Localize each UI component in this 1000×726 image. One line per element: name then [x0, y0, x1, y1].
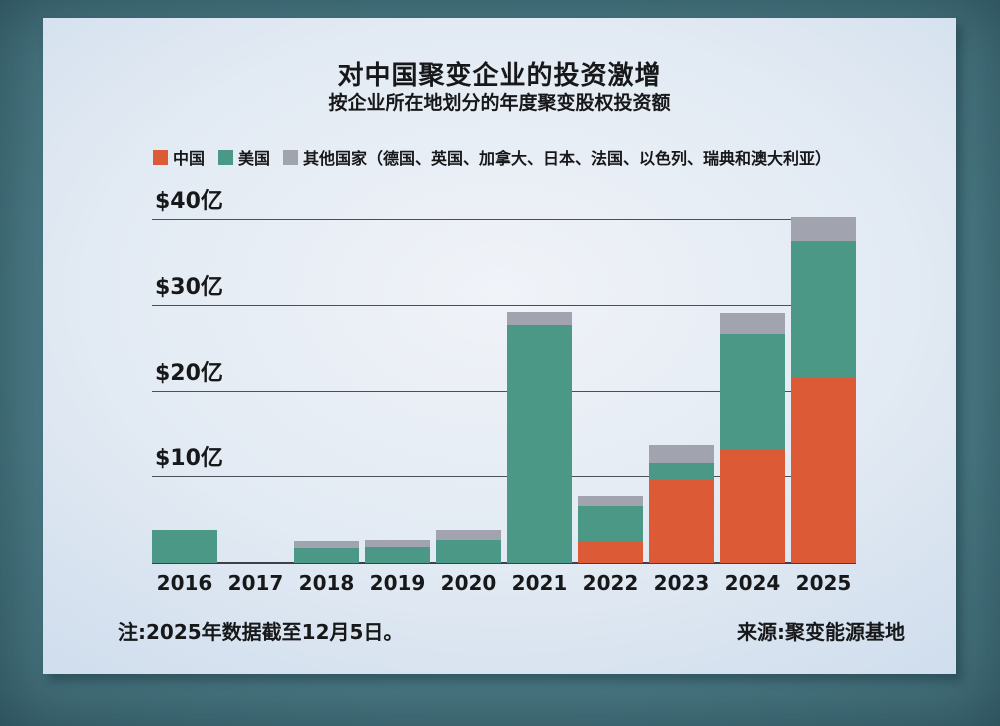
bar-segment-china-2022 [578, 541, 643, 563]
bar-segment-other-2024 [720, 312, 785, 335]
legend-swatch-china [153, 149, 168, 165]
chart-subtitle: 按企业所在地划分的年度聚变股权投资额 [328, 92, 671, 114]
bar-segment-usa-2025 [791, 241, 856, 378]
bar-segment-other-2023 [649, 444, 714, 463]
x-axis-labels: 2016 2017 2018 2019 2020 2021 2022 2023 2024 2025 [152, 571, 856, 599]
y-tick-label-20: $20亿 [155, 360, 223, 386]
x-tick-label-2021: 2021 [511, 571, 568, 595]
legend-label-usa: 美国 [238, 149, 271, 168]
bar-segment-other-2025 [791, 217, 856, 242]
chart-card: 对中国聚变企业的投资激增 按企业所在地划分的年度聚变股权投资额 中国 美国 其他国家… [43, 18, 956, 674]
source-attribution: 来源:聚变能源基地 [737, 620, 905, 644]
bar-segment-other-2020 [436, 529, 501, 540]
chart-legend: 中国 美国 其他国家（德国、英国、加拿大、日本、法国、以色列、瑞典和澳大利亚） [153, 145, 831, 169]
y-gridline-10 [152, 476, 856, 478]
bar-segment-other-2018 [294, 540, 359, 548]
x-tick-label-2017: 2017 [227, 571, 284, 595]
bar-2025 [791, 217, 856, 563]
chart-title: 对中国聚变企业的投资激增 [337, 61, 662, 91]
bar-segment-usa-2019 [365, 546, 430, 563]
y-tick-label-30: $30亿 [155, 274, 223, 300]
y-gridline-20 [152, 390, 856, 392]
bar-segment-usa-2022 [578, 506, 643, 542]
x-tick-label-2020: 2020 [440, 571, 497, 595]
bar-segment-usa-2020 [436, 539, 501, 563]
x-tick-label-2024: 2024 [724, 571, 781, 595]
bar-2019 [365, 539, 430, 563]
bar-segment-other-2021 [507, 311, 572, 325]
x-tick-label-2025: 2025 [795, 571, 852, 595]
x-axis-line [152, 562, 856, 564]
x-tick-label-2019: 2019 [369, 571, 426, 595]
bar-2024 [720, 312, 785, 563]
y-gridline-40 [152, 219, 856, 220]
footnote: 注:2025年数据截至12月5日。 [118, 620, 404, 644]
bar-segment-china-2024 [720, 449, 785, 563]
x-tick-label-2023: 2023 [653, 571, 710, 595]
bar-segment-usa-2016 [152, 530, 217, 563]
plot-area: $10亿 $20亿 $30亿 $40亿 [152, 189, 856, 564]
bar-segment-other-2022 [578, 496, 643, 507]
bar-2020 [436, 529, 501, 563]
legend-item-usa: 美国 [218, 145, 270, 169]
bar-2016 [152, 530, 217, 563]
legend-item-china: 中国 [153, 145, 205, 169]
bar-segment-china-2025 [791, 377, 856, 563]
y-tick-label-10: $10亿 [155, 446, 223, 472]
bar-segment-usa-2024 [720, 334, 785, 450]
bar-segment-usa-2021 [507, 324, 572, 563]
x-tick-label-2018: 2018 [298, 571, 355, 595]
bar-segment-china-2023 [649, 479, 714, 563]
legend-swatch-other [283, 149, 299, 165]
y-tick-label-40: $40亿 [155, 189, 223, 214]
y-gridline-30 [152, 304, 856, 306]
bar-2022 [578, 496, 643, 563]
bar-segment-usa-2023 [649, 462, 714, 480]
bar-2018 [294, 540, 359, 563]
legend-swatch-usa [218, 149, 234, 165]
legend-item-other: 其他国家（德国、英国、加拿大、日本、法国、以色列、瑞典和澳大利亚） [283, 145, 831, 169]
x-tick-label-2016: 2016 [156, 571, 213, 595]
legend-label-other: 其他国家（德国、英国、加拿大、日本、法国、以色列、瑞典和澳大利亚） [303, 149, 832, 168]
bar-segment-usa-2018 [294, 547, 359, 563]
legend-label-china: 中国 [173, 149, 206, 168]
bar-segment-other-2019 [365, 539, 430, 547]
bar-2021 [507, 311, 572, 563]
x-tick-label-2022: 2022 [582, 571, 639, 595]
bar-2023 [649, 444, 714, 563]
